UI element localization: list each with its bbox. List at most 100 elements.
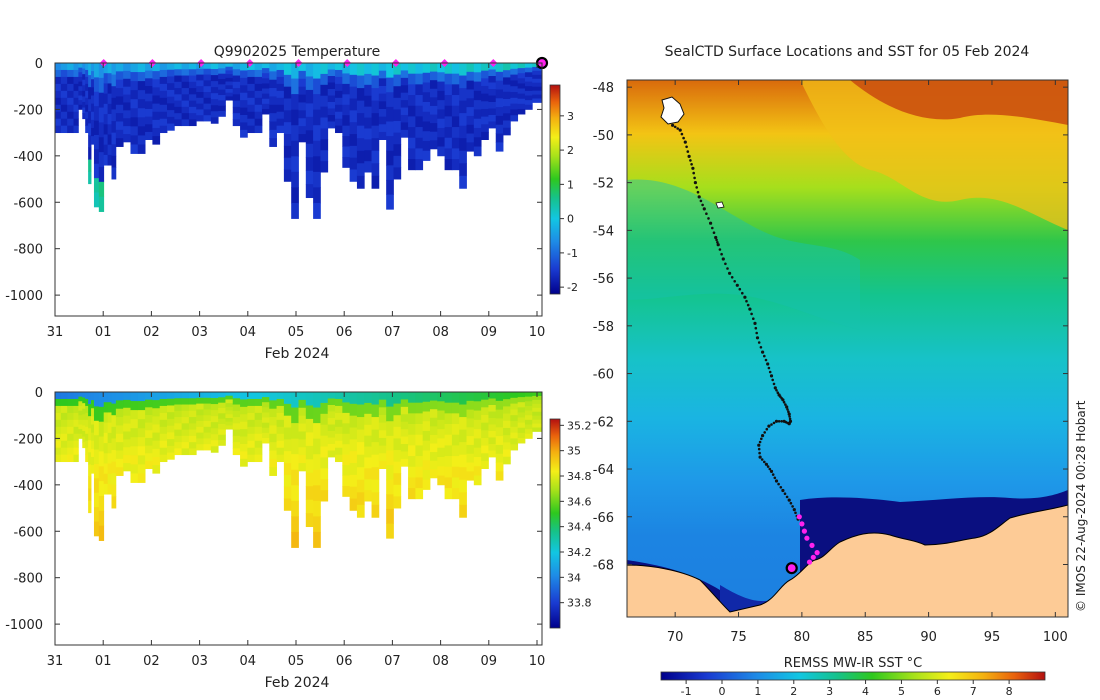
salinity-profile-cell [495, 392, 504, 402]
temperature-profile-cell [335, 63, 343, 71]
temperature-profile-cell [517, 98, 526, 105]
temperature-profile-cell [503, 91, 511, 100]
salinity-profile-cell [137, 410, 146, 420]
salinity-profile-cell [78, 410, 83, 416]
temperature-profile-cell [137, 117, 146, 127]
salinity-profile-cell [495, 418, 504, 428]
salinity-profile-cell [159, 447, 168, 456]
salinity-profile-cell [232, 442, 241, 449]
temperature-profile-cell [78, 63, 83, 69]
temperature-profile-cell [232, 88, 241, 95]
salinity-profile-cell [371, 492, 380, 506]
x-tick-label: 07 [384, 654, 401, 669]
temperature-profile-cell [291, 171, 299, 188]
temperature-profile-cell [349, 122, 358, 135]
salinity-profile-cell [107, 422, 112, 434]
salinity-profile-cell [400, 392, 409, 400]
salinity-profile-cell [247, 433, 256, 442]
temperature-profile-cell [415, 148, 424, 160]
salinity-profile-cell [510, 397, 519, 404]
track-point [777, 482, 780, 486]
salinity-profile-cell [342, 423, 351, 435]
temperature-profile-cell [356, 75, 365, 89]
salinity-profile-cell [93, 392, 100, 407]
temperature-profile-cell [400, 122, 409, 131]
temperature-profile-cell [473, 90, 482, 101]
track-point [781, 398, 785, 402]
temperature-profile-cell [88, 135, 92, 148]
temperature-profile-cell [364, 106, 372, 118]
salinity-profile-cell [349, 474, 358, 488]
salinity-profile-cell [145, 422, 153, 431]
salinity-profile-cell [466, 392, 475, 402]
temperature-profile-cell [393, 155, 402, 168]
salinity-profile-cell [532, 395, 543, 401]
temperature-profile-cell [473, 118, 482, 129]
salinity-profile-cell [298, 392, 307, 401]
temperature-profile-cell [342, 136, 351, 147]
salinity-profile-cell [174, 423, 183, 430]
salinity-profile-cell [174, 410, 183, 418]
salinity-profile-cell [218, 397, 226, 404]
salinity-profile-cell [320, 457, 329, 469]
temperature-profile-cell [524, 100, 533, 106]
recent-surface-location [801, 528, 808, 534]
salinity-profile-cell [145, 399, 153, 408]
salinity-profile-cell [67, 412, 74, 421]
map-latitude-axis: -48-50-52-54-56-58-60-62-64-66-68 [593, 81, 1068, 573]
temperature-profile-cell [261, 63, 270, 69]
temperature-profile-cell [327, 114, 336, 122]
x-tick-label: 09 [481, 654, 498, 669]
temperature-profile-cell [291, 156, 299, 173]
temperature-profile-cell [364, 117, 372, 129]
temperature-profile-cell [313, 125, 321, 142]
salinity-profile-cell [152, 465, 161, 474]
temperature-profile-cell [364, 84, 372, 97]
temperature-profile-cell [459, 100, 467, 114]
salinity-profile-cell [451, 466, 460, 478]
salinity-profile-cell [247, 426, 256, 435]
salinity-profile-cell [459, 392, 467, 405]
salinity-profile-cell [218, 392, 226, 398]
salinity-profile-cell [159, 440, 168, 449]
temperature-profile-cell [111, 97, 117, 110]
salinity-profile-cell [107, 412, 112, 424]
temperature-profile-cell [495, 71, 504, 82]
salinity-profile-cell [78, 396, 83, 402]
salinity-profile-cell [298, 455, 307, 464]
track-point [757, 447, 761, 451]
salinity-profile-cell [415, 392, 424, 404]
temperature-profile-cell [488, 101, 497, 109]
temperature-profile-cell [408, 159, 416, 171]
temperature-profile-cell [364, 150, 372, 162]
temperature-profile-cell [327, 121, 336, 129]
salinity-profile-cell [517, 432, 526, 439]
temperature-profile-cell [495, 133, 504, 143]
y-tick-label: 0 [35, 57, 43, 72]
temperature-profile-cell [203, 92, 212, 99]
salinity-profile-cell [269, 433, 277, 443]
salinity-profile-cell [88, 428, 92, 441]
temperature-profile-cell [254, 118, 263, 127]
temperature-profile-cell [495, 98, 504, 108]
salinity-profile-cell [335, 419, 343, 428]
temperature-profile-cell [111, 109, 117, 122]
temperature-profile-cell [451, 137, 460, 149]
temperature-profile-cell [422, 150, 431, 161]
map-longitude-axis: 70 75 80 85 90 95 100 [667, 80, 1068, 645]
temperature-profile-cell [218, 73, 226, 80]
salinity-profile-cell [210, 410, 219, 417]
temperature-profile-cell [167, 69, 175, 77]
salinity-profile-cell [174, 404, 183, 412]
lon-tick-label: 80 [794, 630, 811, 645]
salinity-profile-cell [188, 410, 197, 418]
salinity-profile-cell [400, 451, 409, 460]
temperature-profile-cell [298, 126, 307, 135]
salinity-profile-cell [349, 463, 358, 476]
y-tick-label: -200 [13, 103, 43, 118]
salinity-profile-cell [111, 438, 117, 451]
salinity-profile-cell [356, 392, 365, 405]
salinity-profile-cell [320, 402, 329, 415]
track-point [690, 163, 693, 166]
temperature-profile-cell [111, 132, 117, 145]
